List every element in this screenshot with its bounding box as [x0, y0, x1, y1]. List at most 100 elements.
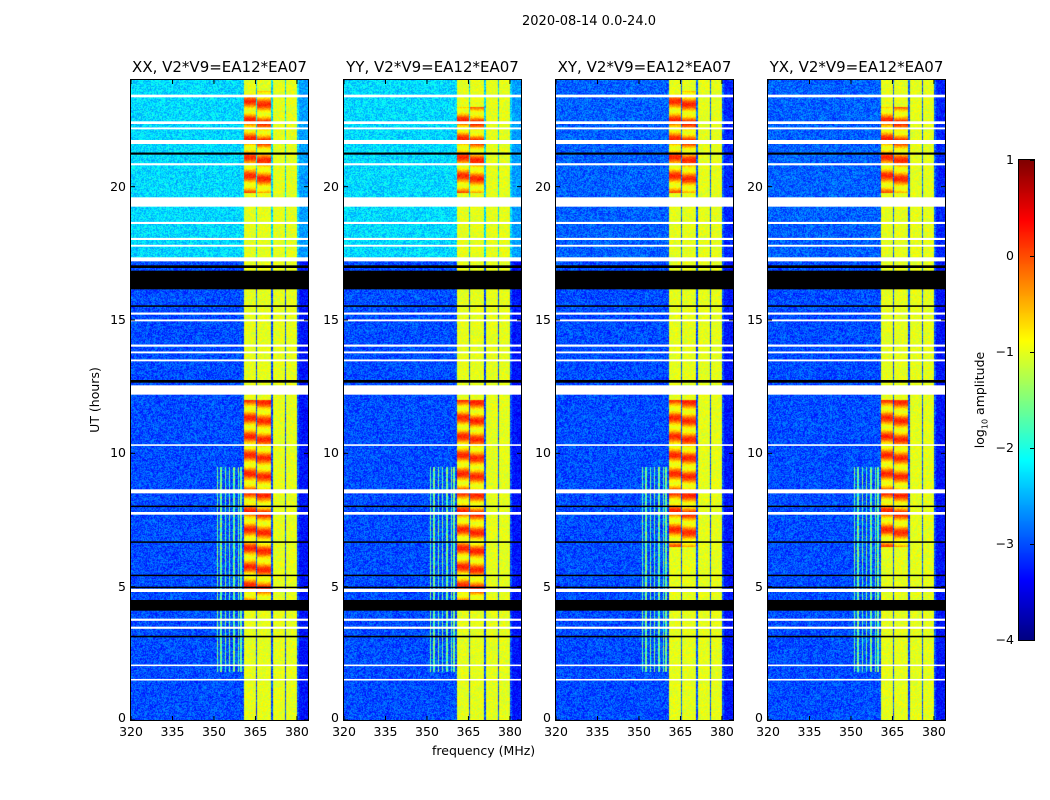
- flagged-row-black: [556, 600, 733, 611]
- x-tick-mark: [891, 716, 893, 720]
- flagged-row-black: [768, 541, 945, 543]
- flagged-row-white: [556, 678, 733, 681]
- panel-title-xx: XX, V2*V9=EA12*EA07: [132, 58, 307, 76]
- flagged-row-black: [344, 152, 521, 155]
- x-tick-mark: [171, 716, 173, 720]
- colorbar-tick-mark: [1030, 160, 1034, 161]
- x-tick-label: 380: [285, 724, 309, 739]
- y-tick-label: 20: [110, 178, 126, 194]
- flagged-row-white: [131, 197, 308, 207]
- flagged-row-white: [768, 351, 945, 354]
- y-tick-label: 20: [747, 178, 763, 194]
- heatmap-cells: [344, 80, 521, 720]
- flagged-row-white: [556, 94, 733, 98]
- flagged-row-white: [131, 588, 308, 592]
- flagged-row-black: [768, 270, 945, 290]
- y-tick-mark: [304, 319, 308, 321]
- flagged-row-black: [344, 586, 521, 589]
- flagged-row-white: [131, 359, 308, 362]
- flagged-row-white: [768, 678, 945, 681]
- flagged-row-white: [344, 664, 521, 667]
- y-tick-mark: [729, 719, 733, 720]
- x-tick-mark: [638, 716, 640, 720]
- x-tick-mark: [254, 80, 256, 84]
- flagged-row-white: [768, 237, 945, 240]
- y-tick-label: 15: [323, 312, 339, 327]
- flag-overlay: [556, 80, 733, 720]
- colorbar-tick-label: 0: [1006, 248, 1014, 263]
- flagged-row-white: [768, 618, 945, 621]
- x-tick-label: 350: [627, 724, 651, 739]
- flagged-row-white: [768, 244, 945, 247]
- flagged-row-white: [344, 237, 521, 240]
- flagged-row-black: [344, 541, 521, 543]
- flagged-row-white: [344, 489, 521, 494]
- heatmap-panel-yy: [343, 79, 522, 721]
- y-tick-mark: [729, 319, 733, 321]
- y-tick-mark: [768, 186, 772, 188]
- x-tick-mark: [509, 716, 511, 720]
- x-tick-mark: [768, 80, 769, 84]
- flagged-row-black: [344, 635, 521, 638]
- flagged-row-white: [768, 444, 945, 446]
- flag-overlay: [344, 80, 521, 720]
- flagged-row-white: [131, 626, 308, 629]
- x-tick-mark: [721, 80, 723, 84]
- flagged-row-white: [556, 664, 733, 667]
- flagged-row-white: [131, 94, 308, 98]
- flag-overlay: [768, 80, 945, 720]
- x-tick-label: 365: [456, 724, 481, 739]
- y-tick-mark: [344, 586, 348, 588]
- flagged-row-white: [768, 312, 945, 315]
- flagged-row-white: [556, 140, 733, 144]
- y-tick-mark: [941, 186, 945, 188]
- heatmap-cells: [131, 80, 308, 720]
- heatmap-cells: [768, 80, 945, 720]
- x-tick-mark: [254, 716, 256, 720]
- flagged-row-white: [768, 512, 945, 515]
- x-tick-label: 380: [922, 724, 946, 739]
- heatmap-cells: [556, 80, 733, 720]
- flagged-row-white: [344, 257, 521, 262]
- flagged-row-white: [556, 489, 733, 494]
- x-tick-label: 380: [498, 724, 522, 739]
- flagged-row-black: [131, 505, 308, 508]
- flagged-row-white: [131, 319, 308, 322]
- x-tick-label: 320: [332, 724, 356, 739]
- heatmap-panel-xx: [130, 79, 309, 721]
- flagged-row-black: [768, 380, 945, 383]
- y-tick-mark: [768, 319, 772, 321]
- flagged-row-black: [131, 152, 308, 155]
- y-tick-label: 0: [331, 710, 339, 725]
- flagged-row-black: [556, 635, 733, 638]
- flagged-row-white: [556, 444, 733, 446]
- flagged-row-white: [131, 257, 308, 262]
- flagged-row-white: [768, 127, 945, 130]
- flagged-row-white: [131, 221, 308, 224]
- flagged-row-white: [556, 197, 733, 207]
- flagged-row-white: [131, 344, 308, 347]
- x-tick-mark: [344, 80, 345, 84]
- flagged-row-black: [768, 505, 945, 508]
- colorbar-tick-mark: [1030, 352, 1034, 353]
- y-tick-mark: [304, 719, 308, 720]
- flagged-row-black: [768, 152, 945, 155]
- x-tick-mark: [131, 716, 132, 720]
- flagged-row-white: [768, 626, 945, 629]
- flagged-row-black: [556, 305, 733, 307]
- y-tick-mark: [729, 186, 733, 188]
- colorbar-label-base: log: [971, 429, 987, 449]
- x-tick-mark: [509, 80, 511, 84]
- x-tick-mark: [296, 716, 298, 720]
- flagged-row-black: [556, 505, 733, 508]
- flagged-row-white: [344, 626, 521, 629]
- x-tick-mark: [850, 80, 852, 84]
- flagged-row-white: [556, 319, 733, 322]
- flagged-row-white: [344, 244, 521, 247]
- x-tick-mark: [344, 716, 345, 720]
- colorbar-tick-mark: [1030, 640, 1034, 641]
- y-tick-label: 15: [110, 312, 126, 327]
- colorbar-gradient: [1019, 160, 1034, 640]
- y-tick-mark: [131, 719, 135, 720]
- colorbar-tick-label: −1: [995, 344, 1014, 359]
